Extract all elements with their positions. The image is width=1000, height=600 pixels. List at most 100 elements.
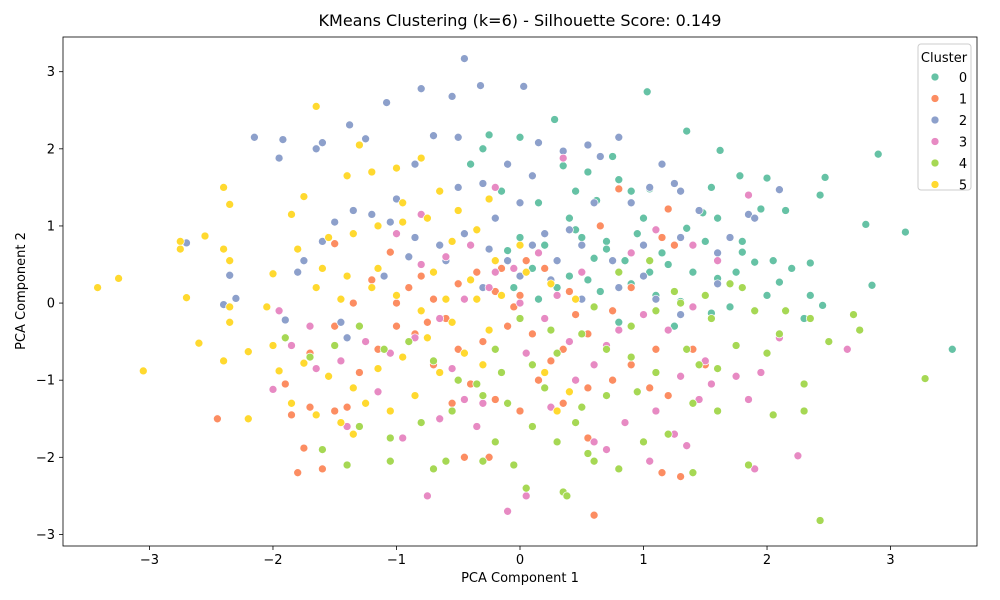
- point-cluster-4: [762, 348, 772, 358]
- point-cluster-4: [429, 464, 438, 474]
- point-cluster-4: [744, 460, 753, 470]
- point-cluster-5: [299, 192, 309, 201]
- x-tick-label: 2: [763, 553, 771, 568]
- point-cluster-1: [521, 256, 531, 266]
- point-cluster-3: [460, 395, 469, 404]
- y-tick-label: 2: [47, 142, 55, 157]
- point-cluster-4: [509, 460, 519, 470]
- point-cluster-0: [515, 132, 525, 142]
- point-cluster-5: [540, 368, 550, 377]
- point-cluster-2: [478, 179, 488, 188]
- point-cluster-2: [392, 194, 401, 204]
- point-cluster-1: [348, 298, 358, 308]
- point-cluster-2: [608, 256, 617, 266]
- point-cluster-5: [225, 302, 235, 312]
- point-cluster-2: [293, 267, 303, 277]
- point-cluster-1: [546, 356, 556, 366]
- point-cluster-4: [404, 337, 414, 346]
- point-cluster-3: [750, 464, 760, 474]
- x-tick-label: −3: [140, 553, 159, 568]
- point-cluster-0: [645, 267, 655, 277]
- point-cluster-2: [379, 271, 389, 281]
- point-cluster-1: [670, 240, 679, 250]
- point-cluster-3: [305, 321, 315, 331]
- point-cluster-4: [731, 341, 741, 350]
- point-cluster-1: [626, 283, 636, 292]
- point-cluster-3: [552, 291, 562, 300]
- point-cluster-0: [571, 186, 580, 196]
- point-cluster-1: [460, 452, 469, 462]
- point-cluster-3: [688, 302, 698, 312]
- point-cluster-5: [342, 271, 352, 281]
- point-cluster-5: [447, 317, 457, 327]
- point-cluster-5: [392, 291, 401, 300]
- point-cluster-4: [626, 321, 636, 331]
- point-cluster-1: [583, 433, 593, 443]
- point-cluster-5: [385, 406, 395, 416]
- series-cluster-5: [93, 102, 580, 439]
- point-cluster-5: [138, 366, 148, 376]
- point-cluster-2: [330, 217, 340, 227]
- point-cluster-5: [497, 291, 506, 300]
- point-cluster-5: [219, 183, 228, 192]
- point-cluster-4: [676, 298, 685, 308]
- point-cluster-2: [361, 134, 370, 144]
- point-cluster-4: [682, 344, 692, 354]
- point-cluster-4: [670, 287, 679, 296]
- point-cluster-3: [645, 456, 655, 466]
- point-cluster-4: [342, 460, 352, 470]
- point-cluster-5: [243, 414, 253, 424]
- point-cluster-4: [645, 256, 655, 266]
- point-cluster-3: [626, 248, 636, 258]
- point-cluster-1: [614, 184, 624, 194]
- point-cluster-4: [920, 374, 930, 383]
- point-cluster-5: [225, 256, 235, 266]
- point-cluster-2: [725, 233, 735, 242]
- point-cluster-4: [429, 356, 438, 366]
- point-cluster-4: [639, 437, 648, 447]
- point-cluster-2: [410, 159, 420, 169]
- point-cluster-1: [484, 452, 494, 462]
- point-cluster-4: [614, 464, 624, 474]
- point-cluster-4: [713, 364, 722, 373]
- point-cluster-4: [688, 468, 698, 478]
- point-cluster-4: [632, 387, 642, 397]
- point-cluster-5: [447, 237, 457, 246]
- y-tick-label: 0: [47, 297, 55, 312]
- point-cluster-4: [379, 344, 389, 354]
- point-cluster-0: [756, 204, 766, 214]
- point-cluster-2: [453, 183, 463, 192]
- point-cluster-1: [515, 406, 525, 416]
- point-cluster-2: [528, 171, 537, 181]
- point-cluster-4: [490, 344, 500, 354]
- point-cluster-3: [268, 385, 278, 394]
- point-cluster-5: [423, 333, 432, 343]
- point-cluster-5: [355, 140, 364, 150]
- point-cluster-4: [453, 375, 463, 385]
- point-cluster-1: [657, 233, 667, 242]
- point-cluster-4: [725, 279, 735, 289]
- point-cluster-3: [651, 406, 661, 416]
- point-cluster-4: [355, 321, 364, 331]
- point-cluster-4: [707, 314, 716, 323]
- point-cluster-2: [676, 233, 685, 242]
- point-cluster-2: [231, 294, 241, 303]
- point-cluster-1: [318, 464, 327, 474]
- point-cluster-2: [318, 138, 327, 148]
- point-cluster-5: [194, 338, 204, 348]
- point-cluster-2: [345, 120, 354, 130]
- point-cluster-3: [521, 491, 531, 501]
- point-cluster-3: [571, 375, 580, 385]
- point-cluster-1: [404, 283, 414, 292]
- point-cluster-0: [781, 206, 790, 215]
- y-tick-label: −2: [36, 451, 55, 466]
- point-cluster-2: [713, 248, 722, 258]
- point-cluster-1: [490, 287, 500, 296]
- point-cluster-2: [342, 333, 352, 343]
- point-cluster-0: [632, 229, 642, 239]
- point-cluster-3: [392, 229, 401, 239]
- point-cluster-2: [676, 310, 685, 319]
- point-cluster-5: [336, 294, 346, 304]
- point-cluster-0: [762, 291, 772, 300]
- point-cluster-1: [280, 379, 290, 389]
